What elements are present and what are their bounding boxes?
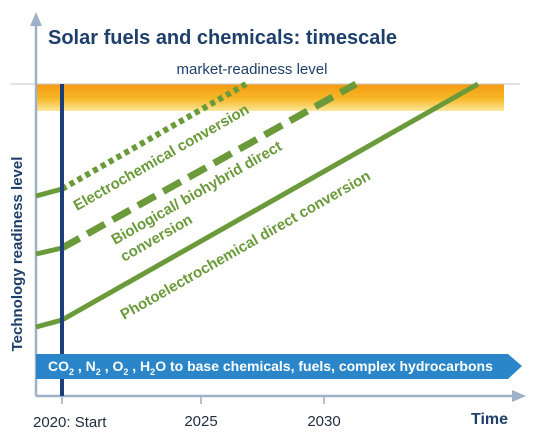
process-arrow-label: CO2 , N2 , O2 , H2O to base chemicals, f…	[48, 358, 493, 377]
arrow-label-h: , H	[128, 358, 150, 374]
arrow-label-n2-sub: 2	[96, 367, 101, 377]
tick-label-2030: 2030	[307, 413, 340, 430]
arrow-label-co: CO	[48, 358, 69, 374]
pathway-biological	[35, 80, 358, 257]
arrow-label-suffix: O to base chemicals, fuels, complex hydr…	[155, 358, 493, 374]
process-arrow	[36, 354, 522, 379]
tick-label-2025: 2025	[184, 413, 217, 430]
pathway-electrochemical-baseline	[35, 186, 63, 199]
pathway-biological-line	[60, 80, 358, 252]
arrow-label-o: , O	[101, 358, 124, 374]
arrow-label-co2-sub: 2	[69, 367, 74, 377]
pathway-electrochemical	[35, 81, 248, 199]
arrow-label-n: , N	[74, 358, 96, 374]
y-axis-label: Technology readiness level	[9, 157, 26, 352]
arrow-label-h2o-sub: 2	[150, 367, 155, 377]
arrow-label-o2-sub: 2	[123, 367, 128, 377]
tick-label-2020: 2020: Start	[33, 414, 107, 431]
x-axis-label: Time	[471, 411, 508, 428]
market-readiness-label: market-readiness level	[177, 61, 328, 78]
pathway-photoelectrochemical	[35, 81, 480, 330]
diagram-title: Solar fuels and chemicals: timescale	[48, 27, 397, 49]
y-axis-arrowhead	[30, 12, 42, 26]
x-axis-arrowhead	[512, 390, 526, 402]
pathway-biological-baseline	[35, 245, 63, 257]
market-readiness-band	[36, 84, 504, 111]
pathway-photoelectrochemical-line	[60, 81, 480, 323]
pathway-photoelectrochemical-baseline	[35, 317, 63, 330]
